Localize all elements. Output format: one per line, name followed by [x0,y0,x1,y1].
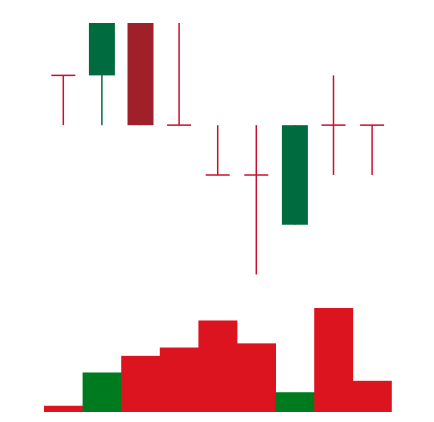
candle-4 [167,23,192,126]
candle-6 [244,125,269,275]
candle-8 [321,75,346,175]
volume-panel [44,308,392,412]
price-panel [51,23,385,275]
candle-5 [205,125,230,176]
candle-body-2 [88,23,115,76]
volume-bar-8 [314,308,354,412]
candle-body-3 [127,23,154,126]
volume-bar-7 [275,392,315,412]
volume-bar-6 [237,343,276,412]
candle-9 [360,124,385,175]
volume-bar-4 [159,347,199,412]
volume-bar-2 [82,372,122,412]
volume-bar-9 [352,380,392,412]
volume-bar-1 [44,405,83,412]
candle-2 [88,23,115,126]
candle-3 [127,23,154,126]
volume-bar-5 [198,320,238,412]
candle-1 [51,74,76,126]
volume-bar-3 [121,355,161,412]
candle-7 [281,125,308,225]
candle-body-7 [281,125,308,225]
